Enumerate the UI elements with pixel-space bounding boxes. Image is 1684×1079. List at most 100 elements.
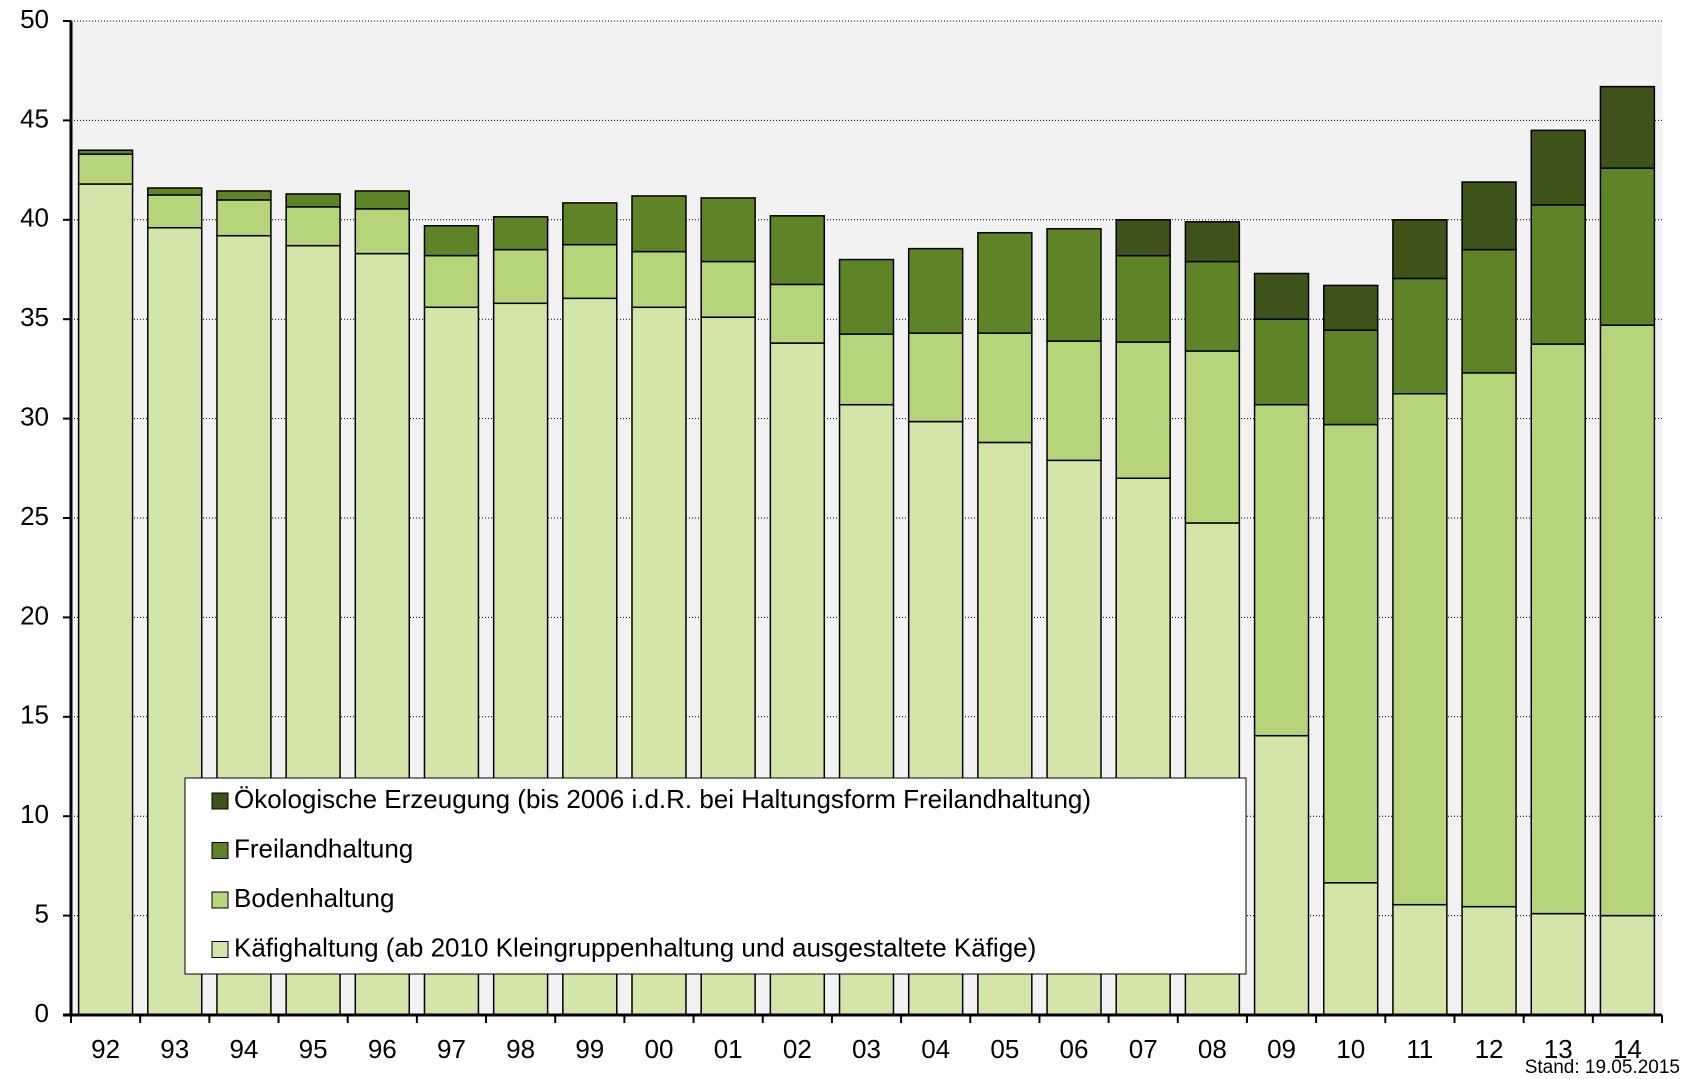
bar-segment	[77, 149, 134, 155]
bar-segment	[354, 190, 411, 210]
bar-segment	[1392, 277, 1448, 395]
x-tick-label: 08	[1198, 1034, 1227, 1064]
bar-segment	[1046, 227, 1102, 342]
x-tick-label: 99	[575, 1034, 604, 1064]
x-tick-label: 95	[299, 1034, 328, 1064]
x-tick-label: 02	[783, 1034, 812, 1064]
x-tick-label: 97	[437, 1034, 466, 1064]
bar-segment	[1115, 341, 1171, 479]
x-tick-label: 05	[990, 1034, 1019, 1064]
bar-segment	[216, 199, 272, 237]
bar-segment	[1253, 734, 1310, 1016]
bar-segment	[1322, 882, 1379, 1016]
x-tick-label: 11	[1406, 1034, 1433, 1064]
legend-label: Bodenhaltung	[234, 883, 394, 913]
bar-segment	[907, 247, 964, 334]
bar-segment	[1530, 912, 1586, 1016]
legend-swatch	[211, 891, 229, 909]
bar-segment	[1599, 85, 1656, 169]
bar-segment	[1392, 393, 1448, 906]
x-tick-label: 14	[1613, 1034, 1642, 1064]
y-tick-label: 35	[20, 302, 49, 332]
legend-label: Ökologische Erzeugung (bis 2006 i.d.R. b…	[234, 784, 1091, 814]
bar-segment	[1461, 372, 1517, 908]
bar-segment	[700, 197, 756, 263]
bar-segment	[1599, 324, 1656, 917]
bar-segment	[631, 195, 687, 253]
bar-segment	[977, 231, 1033, 334]
legend-swatch	[211, 792, 229, 810]
x-tick-label: 98	[506, 1034, 535, 1064]
bar-segment	[1530, 129, 1586, 206]
bar-segment	[1046, 340, 1102, 462]
x-tick-label: 13	[1544, 1034, 1573, 1064]
bar-segment	[147, 194, 203, 229]
bar-segment	[1530, 343, 1586, 915]
x-tick-label: 10	[1336, 1034, 1365, 1064]
bar-segment	[700, 260, 756, 318]
bar-segment	[977, 332, 1033, 444]
x-tick-label: 06	[1060, 1034, 1089, 1064]
bar-segment	[1115, 219, 1171, 257]
bar-segment	[354, 208, 411, 255]
x-tick-label: 92	[91, 1034, 120, 1064]
y-tick-label: 25	[20, 501, 49, 531]
bar-segment	[1184, 260, 1241, 352]
bar-segment	[1253, 318, 1310, 406]
x-tick-label: 96	[368, 1034, 397, 1064]
x-tick-label: 94	[229, 1034, 258, 1064]
bar-segment	[769, 215, 826, 286]
annotation: Stand: 19.05.2015	[1525, 1057, 1680, 1078]
bar-segment	[1530, 204, 1586, 345]
legend-box	[184, 777, 1247, 975]
bar-segment	[838, 333, 895, 406]
bar-segment	[1184, 221, 1241, 263]
bar-segment	[285, 193, 341, 208]
y-tick-label: 40	[20, 203, 49, 233]
bar-segment	[1392, 903, 1448, 1016]
x-tick-label: 01	[714, 1034, 743, 1064]
legend-label: Freilandhaltung	[234, 833, 413, 863]
bar-segment	[838, 258, 895, 335]
x-tick-label: 04	[921, 1034, 950, 1064]
bar-segment	[562, 243, 618, 300]
bar-segment	[1461, 181, 1517, 251]
y-tick-label: 15	[20, 700, 49, 730]
legend-label: Käfighaltung (ab 2010 Kleingruppenhaltun…	[234, 932, 1036, 962]
bar-segment	[562, 202, 618, 246]
bar-segment	[631, 250, 687, 309]
x-tick-label: 00	[645, 1034, 674, 1064]
bar-segment	[77, 183, 134, 1016]
y-tick-label: 50	[20, 4, 49, 34]
bar-segment	[1253, 403, 1310, 737]
y-tick-label: 0	[35, 998, 49, 1028]
bar-segment	[1184, 350, 1241, 524]
y-tick-label: 30	[20, 401, 49, 431]
bar-segment	[1322, 423, 1379, 884]
x-tick-label: 03	[852, 1034, 881, 1064]
bar-segment	[285, 206, 341, 247]
bar-segment	[1322, 284, 1379, 331]
y-tick-label: 20	[20, 600, 49, 630]
bar-segment	[1599, 167, 1656, 326]
legend-swatch	[211, 941, 229, 958]
bar-segment	[492, 248, 549, 305]
bar-segment	[769, 283, 826, 344]
bar-segment	[423, 254, 480, 309]
bar-segment	[1253, 272, 1310, 320]
legend-swatch	[211, 842, 229, 859]
bar-segment	[216, 190, 272, 201]
y-tick-label: 45	[20, 103, 49, 133]
bar-segment	[147, 187, 203, 196]
bar-segment	[1322, 329, 1379, 426]
y-tick-label: 10	[20, 799, 49, 829]
bar-segment	[1392, 219, 1448, 280]
bar-segment	[1599, 914, 1656, 1016]
bar-segment	[423, 225, 480, 257]
bar-segment	[1461, 248, 1517, 374]
bar-segment	[907, 332, 964, 423]
y-tick-label: 5	[35, 898, 49, 928]
bar-segment	[1461, 905, 1517, 1016]
x-tick-label: 07	[1129, 1034, 1158, 1064]
